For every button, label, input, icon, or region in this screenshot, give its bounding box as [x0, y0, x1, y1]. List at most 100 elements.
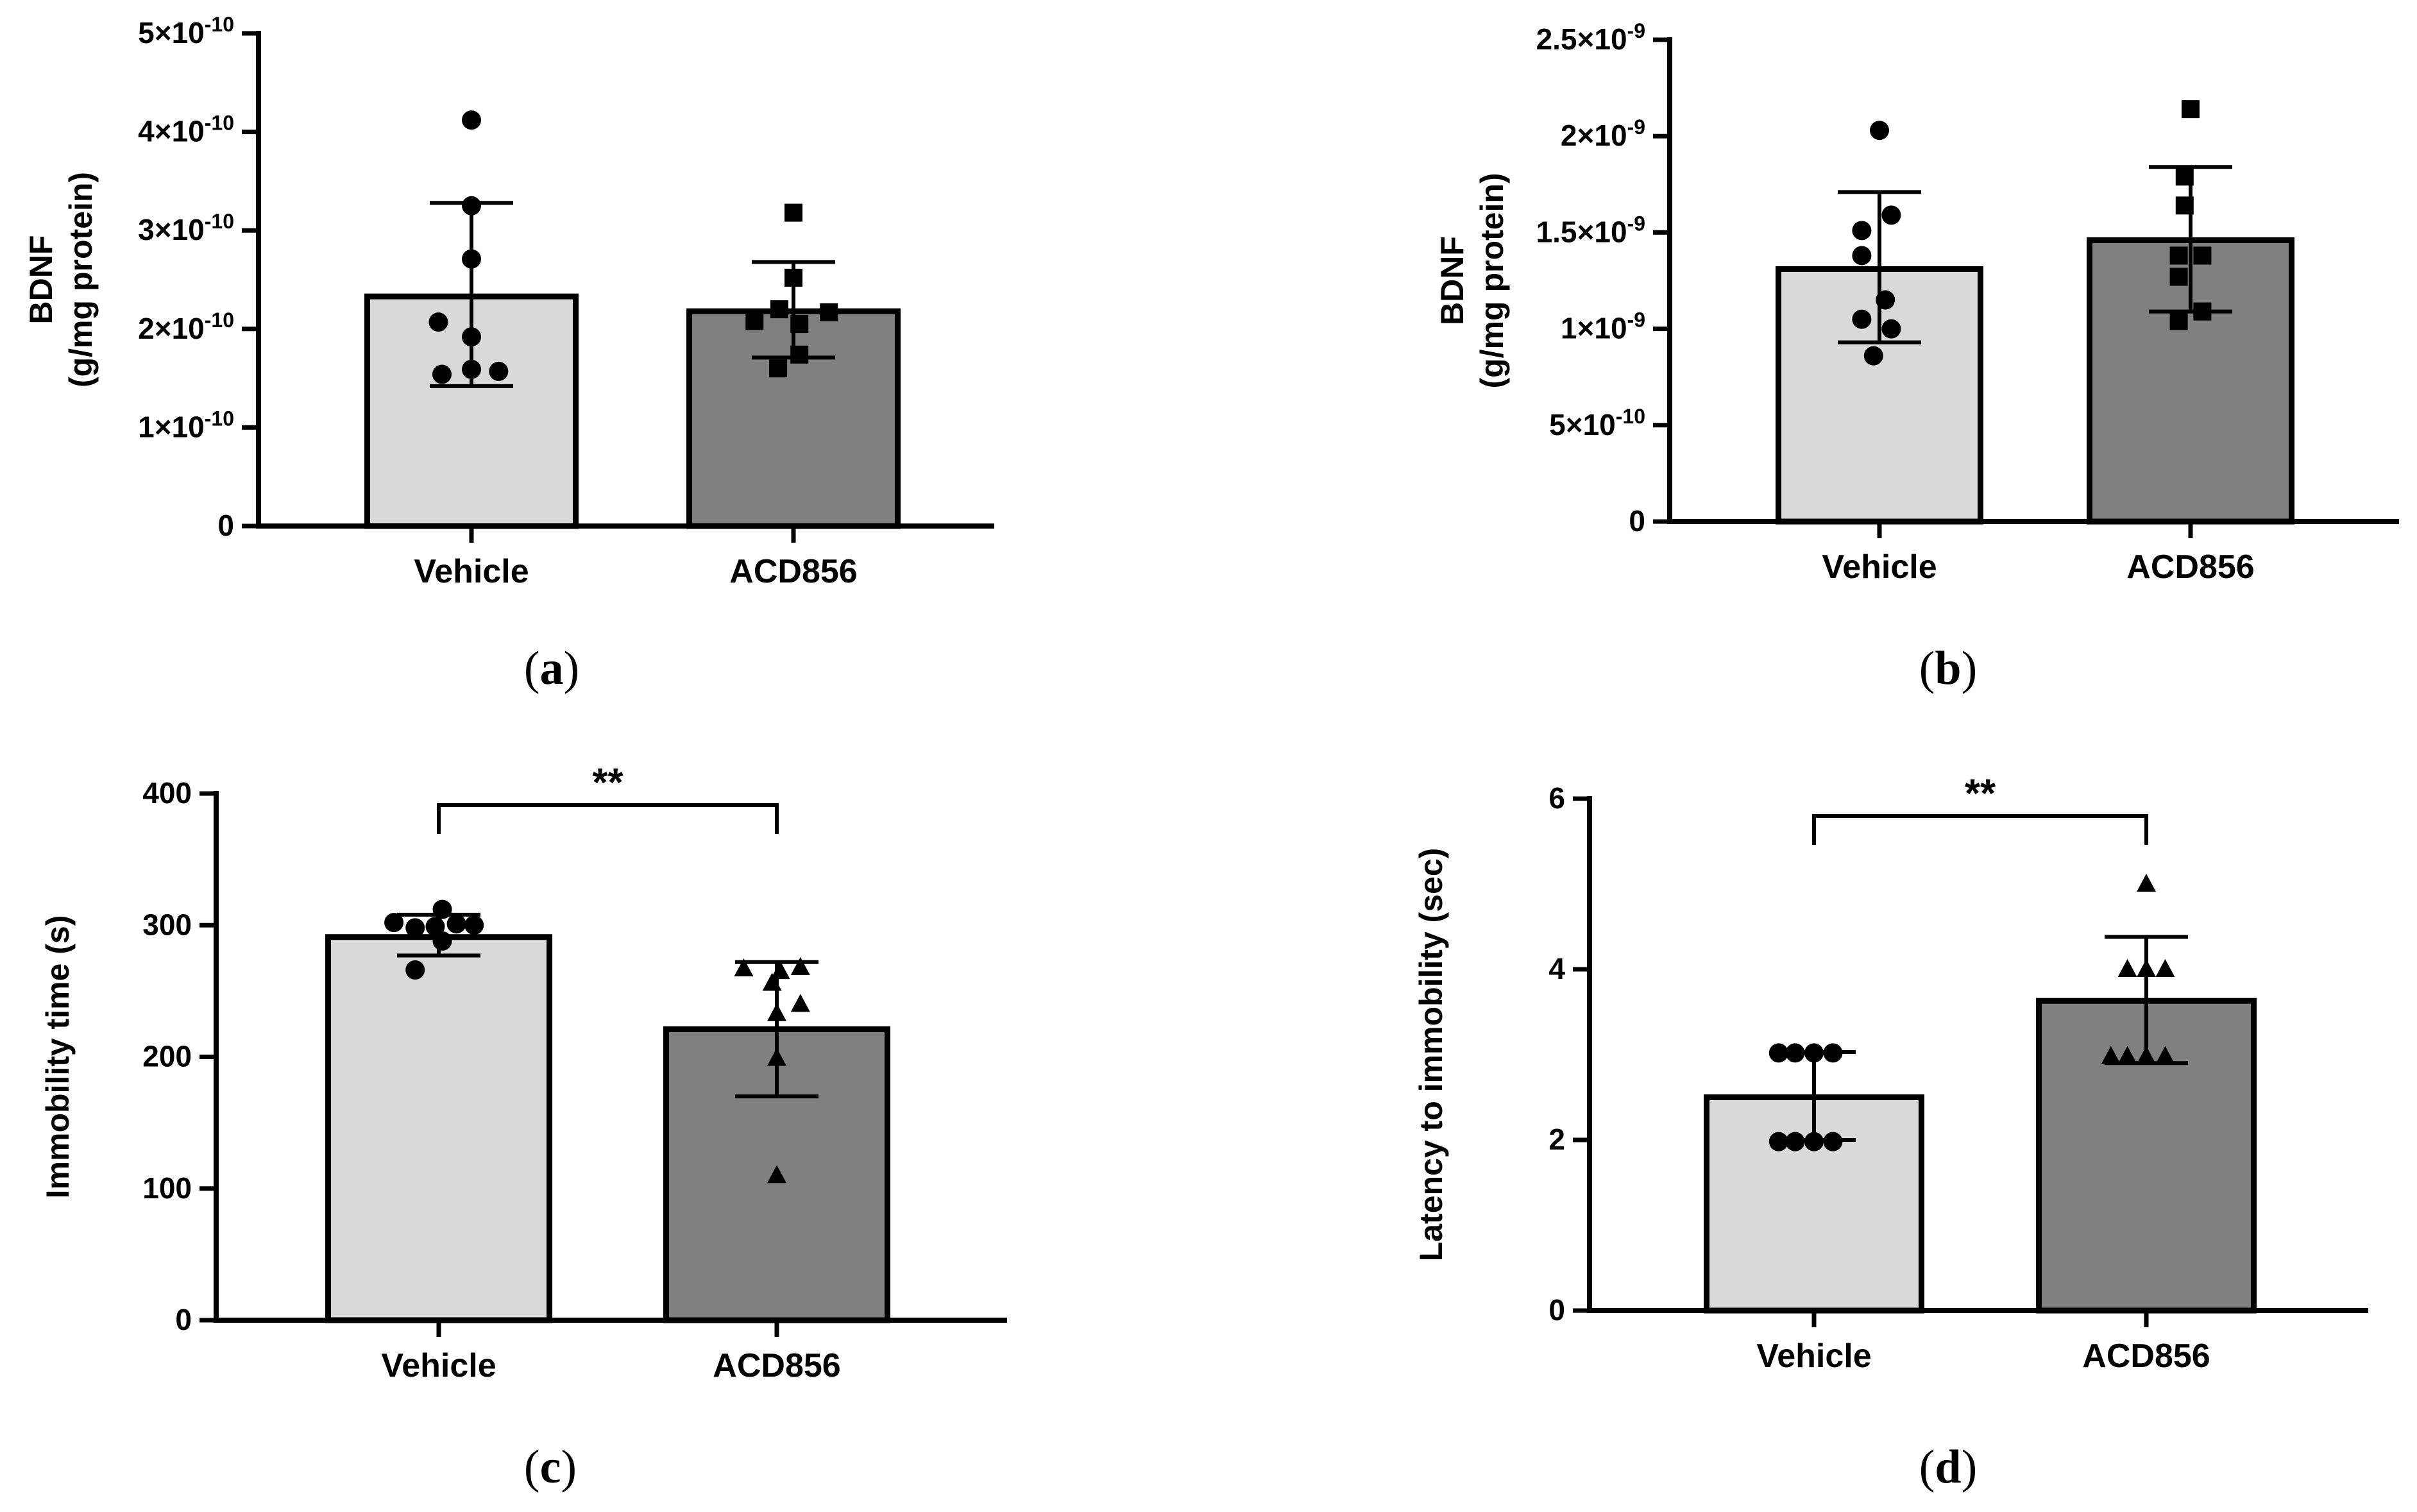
data-point — [2182, 100, 2200, 119]
y-tick-label: 0 — [1548, 1293, 1565, 1327]
data-point — [428, 312, 448, 332]
data-point — [405, 918, 425, 938]
panel-label-c-letter: c — [539, 1441, 561, 1493]
x-tick-label-vehicle: Vehicle — [381, 1347, 496, 1384]
data-point — [769, 359, 788, 378]
data-point — [2169, 312, 2188, 330]
data-point — [489, 361, 509, 381]
data-point — [462, 327, 481, 347]
data-point — [1881, 205, 1901, 225]
data-point — [2117, 1046, 2137, 1064]
y-tick-label: 4×10-10 — [138, 112, 234, 148]
data-point — [1881, 319, 1901, 339]
data-point — [1852, 246, 1872, 266]
data-point — [1768, 1132, 1788, 1151]
y-axis-label: (g/mg protein) — [1474, 173, 1510, 388]
y-tick-label: 5×10-10 — [1549, 405, 1645, 441]
data-point — [745, 312, 764, 330]
y-tick-label: 2.5×10-9 — [1536, 19, 1645, 56]
data-point — [432, 899, 452, 919]
panel-label-d-letter: d — [1935, 1441, 1962, 1493]
x-tick-label-acd856: ACD856 — [713, 1347, 840, 1384]
significance-label: ** — [1965, 772, 1996, 816]
y-tick-label: 3×10-10 — [138, 210, 234, 246]
y-tick-label: 400 — [142, 776, 192, 810]
data-point — [762, 973, 782, 991]
data-point — [784, 203, 802, 222]
significance-bracket — [1812, 814, 2148, 845]
data-point — [2101, 1046, 2121, 1064]
data-point — [767, 1003, 786, 1021]
data-point — [2175, 167, 2194, 186]
x-tick-label-acd856: ACD856 — [729, 553, 857, 590]
data-point — [790, 956, 810, 975]
chart-a-svg: 0 1×10-10 2×10-10 3×10-10 4×10-10 5×10-10 Vehi… — [23, 13, 994, 590]
y-tick-label: 1.5×10-9 — [1536, 212, 1645, 248]
y-tick-label: 6 — [1548, 781, 1565, 815]
panel-label-b-letter: b — [1935, 642, 1962, 695]
x-tick-label-acd856: ACD856 — [2126, 548, 2254, 586]
y-tick-label: 200 — [142, 1040, 192, 1073]
panel-c: 0 100 200 300 400 Vehicle ACD856 Immobility tim… — [0, 0, 1208, 1512]
chart-b-svg: 0 5×10-10 1×10-9 1.5×10-9 2×10-9 2.5×10-9 Vehi… — [1434, 19, 2399, 586]
data-point — [1804, 1132, 1824, 1151]
data-point — [462, 110, 481, 130]
y-tick-label: 0 — [217, 509, 234, 542]
data-point — [1852, 221, 1872, 241]
data-point — [2193, 302, 2212, 321]
y-axis-label: BDNF — [1434, 236, 1470, 325]
data-point — [1876, 290, 1895, 310]
data-point — [405, 960, 425, 980]
y-tick-label: 2 — [1548, 1123, 1565, 1156]
data-point — [425, 917, 445, 937]
data-point — [820, 303, 838, 321]
data-point — [784, 268, 802, 287]
y-tick-label: 5×10-10 — [138, 13, 234, 49]
x-tick-label-vehicle: Vehicle — [414, 553, 529, 590]
panel-label-d: (d) — [1919, 1441, 1978, 1493]
x-tick-label-vehicle: Vehicle — [1822, 548, 1937, 586]
data-point — [2175, 196, 2194, 215]
y-axis-label: Latency to immobility (sec) — [1413, 848, 1449, 1262]
bar-vehicle — [325, 934, 552, 1323]
y-tick-label: 300 — [142, 908, 192, 941]
panel-label-c: (c) — [523, 1441, 577, 1493]
data-point — [2117, 959, 2137, 977]
data-point — [770, 961, 790, 980]
data-point — [1785, 1043, 1805, 1063]
data-point — [1852, 309, 1872, 329]
data-point — [2137, 874, 2156, 892]
y-tick-label: 2×10-9 — [1561, 115, 1645, 152]
data-point — [770, 300, 788, 319]
y-tick-label: 2×10-10 — [138, 309, 234, 345]
data-point — [2155, 1046, 2175, 1064]
y-axis-label: Immobility time (s) — [40, 915, 76, 1199]
y-axis-label: BDNF — [23, 235, 59, 325]
data-point — [1863, 346, 1883, 366]
data-point — [790, 315, 809, 334]
data-point — [2137, 1046, 2156, 1064]
data-point — [2169, 268, 2188, 286]
data-point — [767, 1048, 786, 1066]
data-point — [1823, 1132, 1843, 1151]
data-point — [432, 364, 452, 384]
data-point — [1768, 1043, 1788, 1063]
data-point — [384, 913, 404, 933]
data-point — [734, 958, 754, 976]
panel-label-a-letter: a — [539, 642, 564, 695]
data-point — [432, 931, 452, 951]
y-tick-label: 4 — [1548, 952, 1565, 985]
data-point — [2193, 246, 2212, 265]
panel-label-b: (b) — [1919, 642, 1978, 695]
data-point — [1804, 1043, 1824, 1063]
y-axis-label: (g/mg protein) — [63, 172, 99, 387]
data-point — [2155, 959, 2175, 977]
data-point — [462, 359, 481, 379]
data-point — [462, 249, 481, 269]
panel-a: 0 1×10-10 2×10-10 3×10-10 4×10-10 5×10-10 Vehi… — [0, 0, 1208, 756]
data-point — [446, 914, 466, 934]
data-point — [2137, 959, 2156, 977]
panel-label-a: (a) — [523, 642, 580, 695]
